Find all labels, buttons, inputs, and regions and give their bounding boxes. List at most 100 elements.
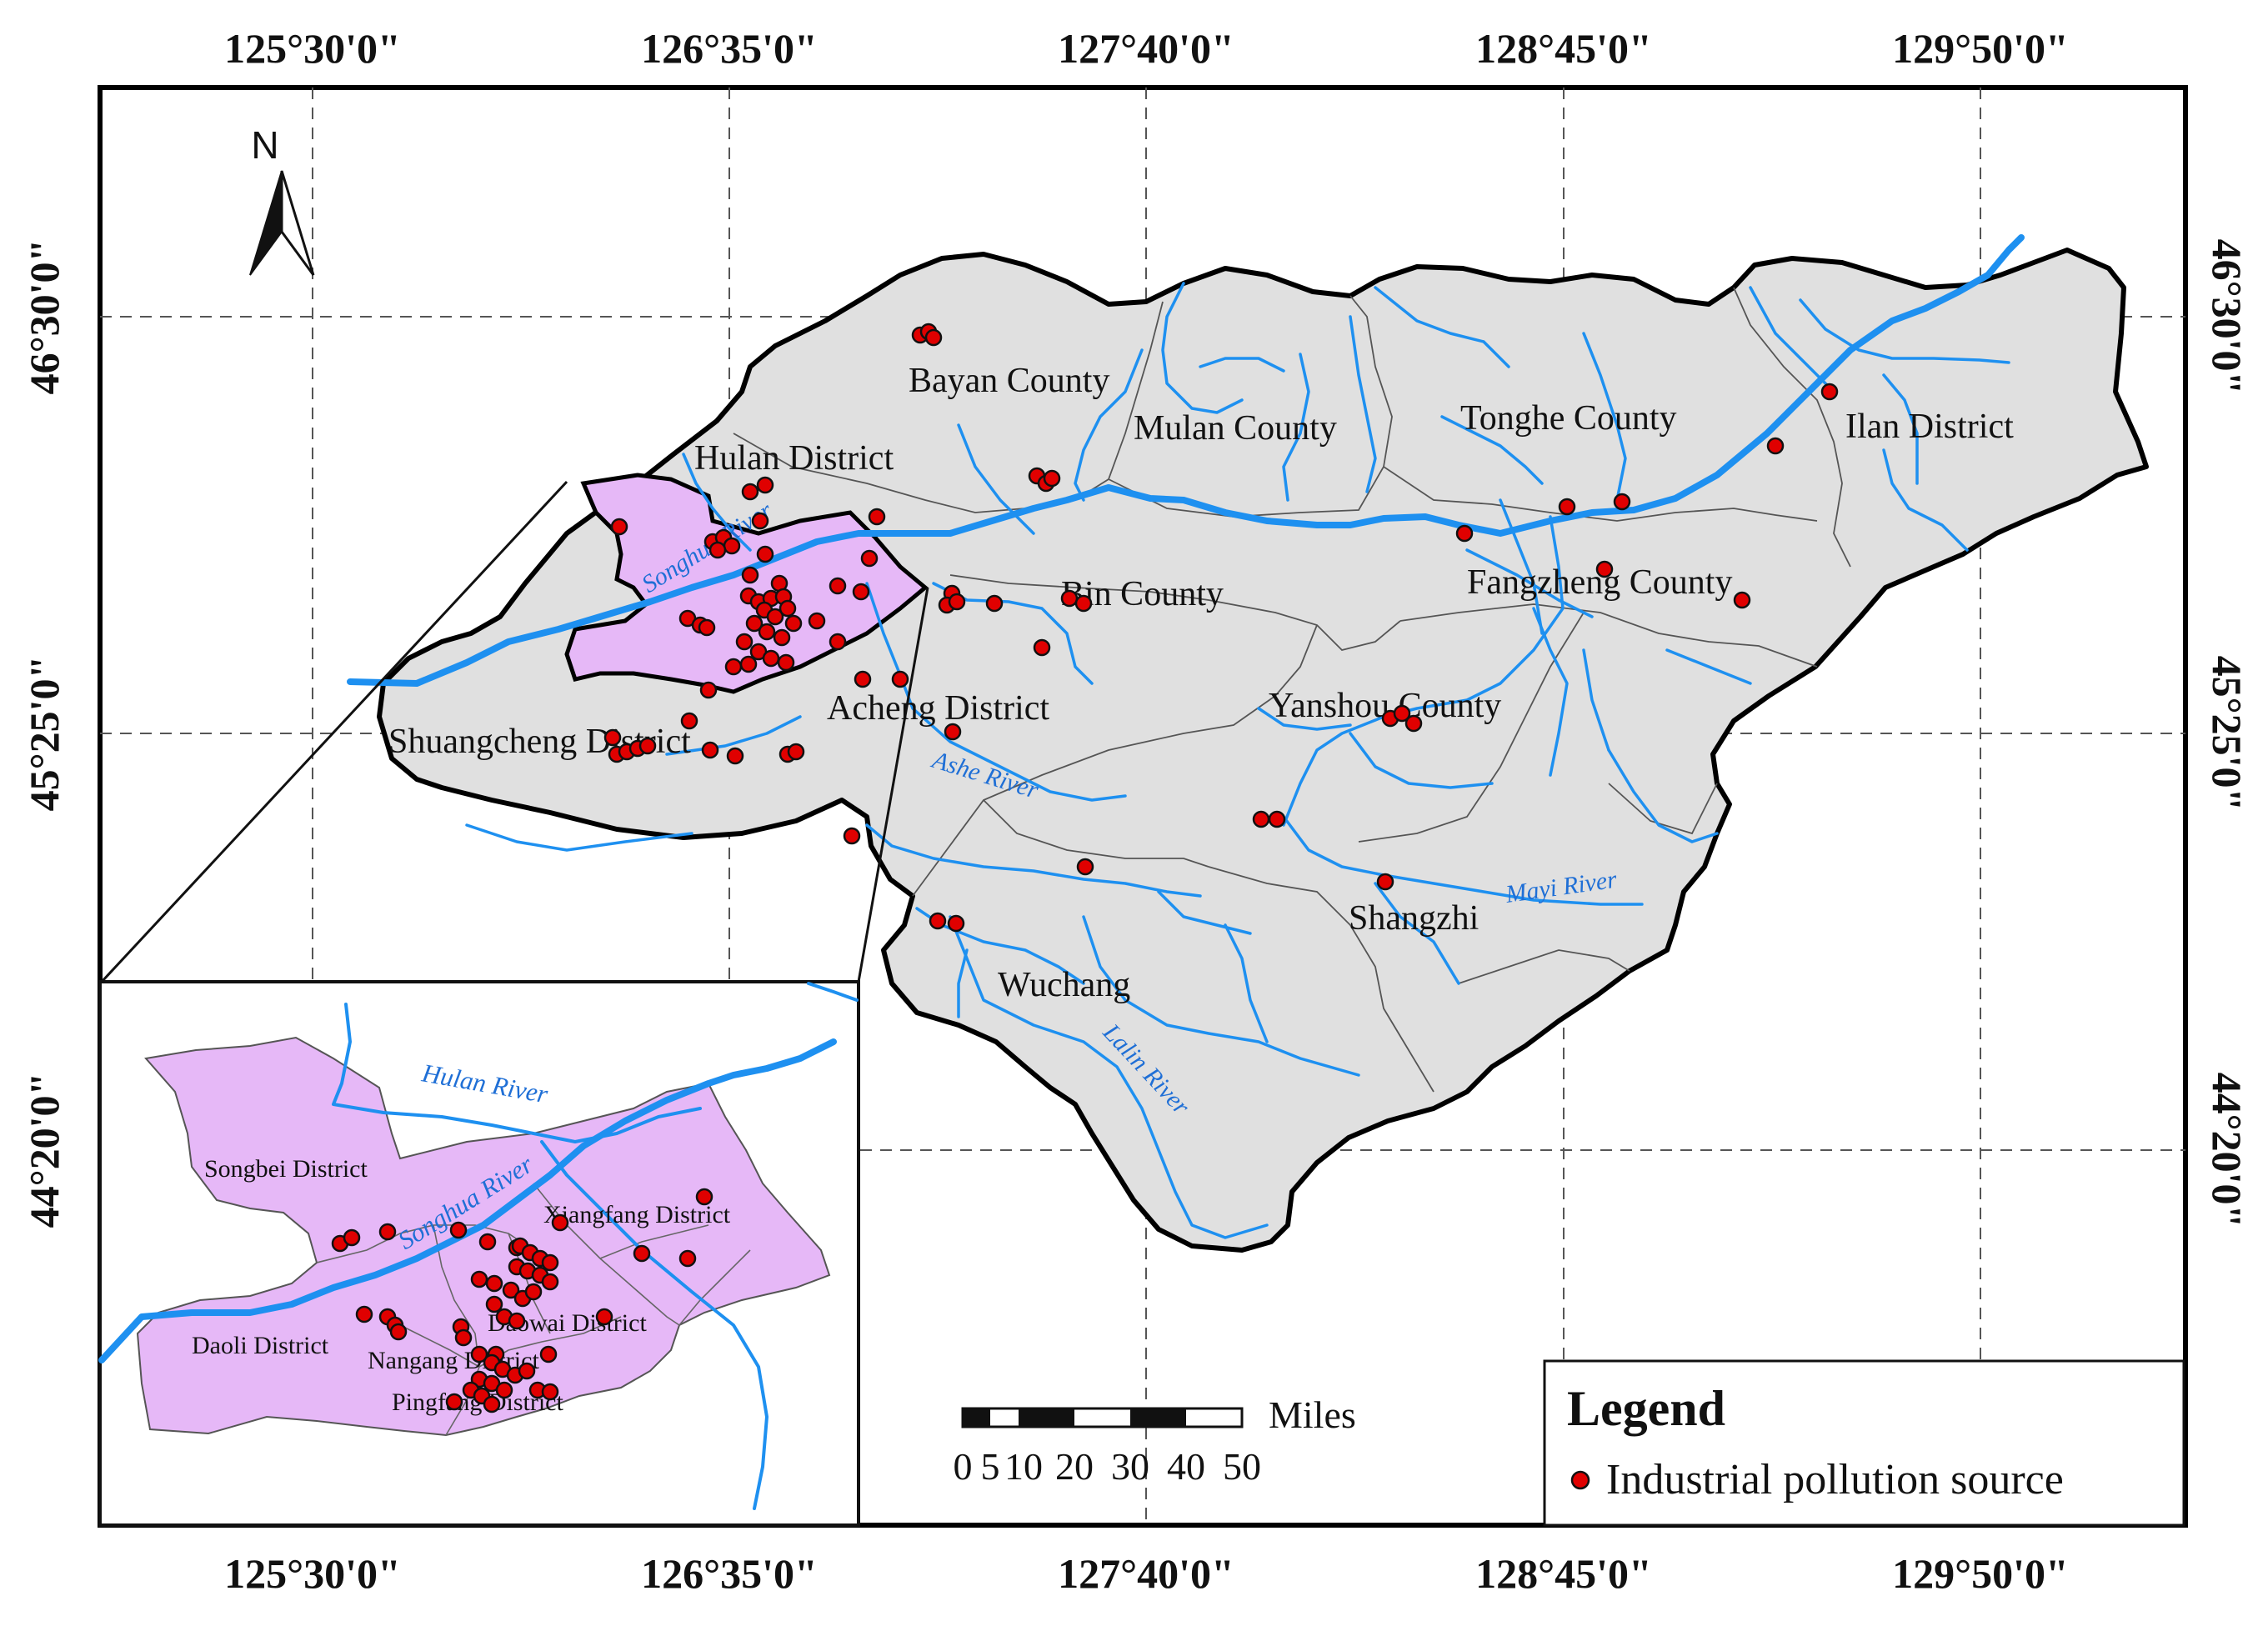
- pollution-point: [478, 1233, 497, 1251]
- pollution-point: [762, 649, 780, 668]
- rivers-main: [347, 234, 2025, 1239]
- pollution-point: [784, 614, 803, 633]
- pollution-point: [944, 723, 962, 741]
- pollution-point: [741, 566, 759, 584]
- pollution-point: [541, 1253, 559, 1272]
- lon-label-bottom: 129°50'0": [1892, 1550, 2069, 1597]
- label-mulan-county: Mulan County: [1134, 409, 1337, 448]
- scale-label: 50: [1223, 1445, 1261, 1488]
- pollution-point: [1252, 810, 1270, 828]
- pollution-point: [678, 1249, 697, 1268]
- pollution-point: [1376, 873, 1394, 891]
- pollution-point: [603, 728, 622, 747]
- scale-label: 5: [981, 1445, 1000, 1488]
- pollution-point: [1558, 498, 1576, 516]
- pollution-point: [1766, 437, 1785, 455]
- pollution-points-inset: [331, 1188, 713, 1413]
- scale-label: 0: [954, 1445, 973, 1488]
- lat-label-left: 45°25'0": [21, 656, 68, 812]
- latitude-labels-left: 46°30'0" 45°25'0" 44°20'0": [21, 239, 68, 1228]
- pollution-point: [724, 658, 743, 676]
- pollution-point: [551, 1213, 569, 1232]
- lon-label-top: 126°35'0": [641, 25, 818, 72]
- inset-label-daoli: Daoli District: [192, 1332, 329, 1359]
- label-ilan-district: Ilan District: [1845, 408, 2014, 446]
- pollution-point: [741, 483, 759, 501]
- pollution-point: [1033, 638, 1051, 657]
- pollution-point: [756, 476, 774, 494]
- pollution-point: [854, 670, 872, 688]
- pollution-point: [779, 599, 797, 618]
- lat-label-right: 46°30'0": [2204, 239, 2250, 395]
- label-wuchang: Wuchang: [998, 966, 1130, 1004]
- lon-label-top: 128°45'0": [1475, 25, 1652, 72]
- pollution-point: [502, 1281, 520, 1299]
- scale-label: 40: [1167, 1445, 1205, 1488]
- pollution-point: [751, 512, 769, 530]
- lon-label-top: 125°30'0": [224, 25, 401, 72]
- label-shangzhi: Shangzhi: [1349, 899, 1479, 938]
- pollution-point: [756, 545, 774, 563]
- region-outline: [377, 248, 2149, 1253]
- inset-rivers: [98, 982, 859, 1510]
- pollution-point: [541, 1273, 559, 1291]
- pollution-points-main: [603, 323, 1839, 933]
- lon-label-top: 127°40'0": [1058, 25, 1234, 72]
- pollution-point: [485, 1274, 503, 1293]
- latitude-labels-right: 46°30'0" 45°25'0" 44°20'0": [2204, 239, 2250, 1228]
- pollution-point: [355, 1305, 373, 1323]
- pollution-point: [633, 1244, 651, 1263]
- pollution-point: [539, 1345, 558, 1363]
- legend-title: Legend: [1567, 1381, 1725, 1436]
- label-bayan-county: Bayan County: [909, 362, 1109, 400]
- pollution-point: [470, 1345, 488, 1363]
- pollution-point: [1074, 594, 1093, 613]
- legend-item-label: Industrial pollution source: [1606, 1456, 2064, 1503]
- pollution-point: [758, 623, 776, 641]
- pollution-point: [445, 1393, 463, 1411]
- pollution-point: [1060, 589, 1079, 608]
- pollution-point: [449, 1221, 468, 1239]
- pollution-point: [773, 628, 791, 647]
- lat-label-right: 45°25'0": [2204, 656, 2250, 812]
- pollution-point: [695, 1188, 713, 1206]
- label-tonghe-county: Tonghe County: [1460, 399, 1677, 438]
- pollution-point: [595, 1308, 613, 1326]
- pollution-point: [518, 1362, 536, 1380]
- pollution-point: [829, 633, 847, 651]
- pollution-point: [378, 1223, 397, 1241]
- scale-unit: Miles: [1269, 1393, 1356, 1436]
- pollution-point: [829, 577, 847, 595]
- pollution-point: [852, 583, 870, 601]
- lon-label-bottom: 125°30'0": [224, 1550, 401, 1597]
- longitude-labels-bottom: 125°30'0" 126°35'0" 127°40'0" 128°45'0" …: [224, 1550, 2069, 1597]
- pollution-point: [1076, 858, 1094, 876]
- pollution-point: [929, 912, 947, 930]
- north-arrow: N: [249, 123, 315, 276]
- pollution-point: [739, 655, 758, 673]
- pollution-point: [389, 1323, 408, 1341]
- inset-label-xiangfang: Xiangfang District: [543, 1201, 731, 1228]
- pollution-point: [1268, 810, 1286, 828]
- lon-label-bottom: 128°45'0": [1475, 1550, 1652, 1597]
- scale-label: 10: [1004, 1445, 1043, 1488]
- pollution-point: [1595, 560, 1614, 578]
- lat-label-left: 46°30'0": [21, 239, 68, 395]
- pollution-point: [948, 593, 966, 611]
- pollution-point: [985, 594, 1004, 613]
- pollution-point: [891, 670, 909, 688]
- legend: Legend Industrial pollution source: [1543, 1359, 2185, 1527]
- scale-label: 20: [1055, 1445, 1094, 1488]
- lon-label-bottom: 127°40'0": [1058, 1550, 1234, 1597]
- pollution-point: [343, 1228, 361, 1247]
- pollution-point: [495, 1381, 513, 1399]
- pollution-point: [766, 608, 784, 626]
- pollution-point: [808, 612, 826, 630]
- pollution-point: [745, 614, 764, 633]
- label-hulan-district: Hulan District: [694, 439, 894, 478]
- pollution-point: [1613, 493, 1631, 511]
- scale-label: 30: [1111, 1445, 1149, 1488]
- lat-label-left: 44°20'0": [21, 1073, 68, 1228]
- scale-bar: Miles 0 5 10 20 30 40 50: [954, 1393, 1356, 1488]
